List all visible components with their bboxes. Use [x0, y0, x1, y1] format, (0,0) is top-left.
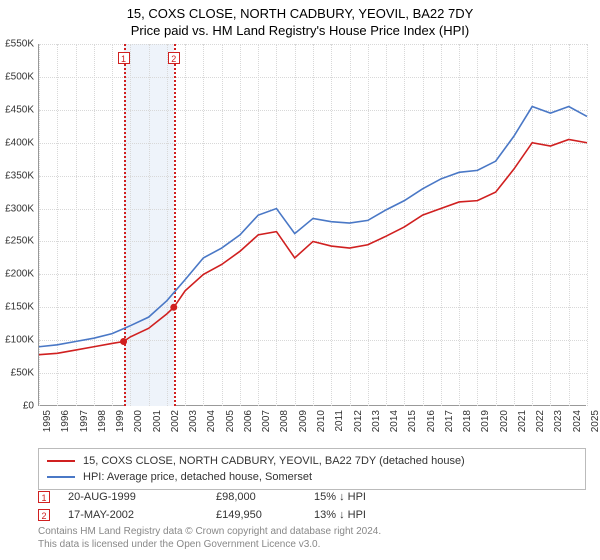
plot-area: 12 — [38, 44, 586, 406]
xtick-label: 2013 — [371, 410, 382, 432]
sales-table: 1 20-AUG-1999 £98,000 15% ↓ HPI 2 17-MAY-2002… — [38, 488, 586, 524]
xtick-label: 2022 — [535, 410, 546, 432]
xtick-label: 2006 — [243, 410, 254, 432]
legend-row-1: HPI: Average price, detached house, Some… — [47, 469, 577, 485]
xtick-label: 2017 — [444, 410, 455, 432]
xtick-label: 2020 — [499, 410, 510, 432]
ytick-label: £500K — [5, 71, 34, 82]
xtick-label: 2023 — [553, 410, 564, 432]
sale-row-2: 2 17-MAY-2002 £149,950 13% ↓ HPI — [38, 506, 586, 524]
xtick-label: 2003 — [188, 410, 199, 432]
xtick-label: 2005 — [225, 410, 236, 432]
sale-date: 17-MAY-2002 — [68, 509, 198, 521]
legend-swatch — [47, 476, 75, 478]
xtick-label: 2001 — [152, 410, 163, 432]
sale-delta: 15% ↓ HPI — [314, 491, 414, 503]
sale-delta: 13% ↓ HPI — [314, 509, 414, 521]
ytick-label: £450K — [5, 104, 34, 115]
xtick-label: 2014 — [389, 410, 400, 432]
chart-title-block: 15, COXS CLOSE, NORTH CADBURY, YEOVIL, B… — [0, 0, 600, 38]
sale-date: 20-AUG-1999 — [68, 491, 198, 503]
footer-attribution: Contains HM Land Registry data © Crown c… — [38, 526, 586, 551]
xtick-label: 2002 — [170, 410, 181, 432]
title-line2: Price paid vs. HM Land Registry's House … — [0, 23, 600, 38]
gridline-v — [587, 44, 588, 406]
legend-label: 15, COXS CLOSE, NORTH CADBURY, YEOVIL, B… — [83, 455, 465, 467]
sale-dot-1 — [120, 338, 127, 345]
sale-price: £149,950 — [216, 509, 296, 521]
xtick-label: 2025 — [590, 410, 600, 432]
xtick-label: 2012 — [353, 410, 364, 432]
ytick-label: £150K — [5, 302, 34, 313]
ytick-label: £50K — [11, 368, 34, 379]
ytick-label: £0 — [23, 401, 34, 412]
legend-row-0: 15, COXS CLOSE, NORTH CADBURY, YEOVIL, B… — [47, 453, 577, 469]
xtick-label: 1995 — [42, 410, 53, 432]
sale-price: £98,000 — [216, 491, 296, 503]
plot-svg — [39, 44, 587, 406]
xtick-label: 2021 — [517, 410, 528, 432]
xtick-label: 1996 — [60, 410, 71, 432]
title-line1: 15, COXS CLOSE, NORTH CADBURY, YEOVIL, B… — [0, 6, 600, 21]
xtick-label: 2008 — [279, 410, 290, 432]
xtick-label: 1998 — [97, 410, 108, 432]
sale-num-box: 1 — [38, 491, 50, 503]
xtick-label: 2024 — [572, 410, 583, 432]
ytick-label: £250K — [5, 236, 34, 247]
sale-num-box: 2 — [38, 509, 50, 521]
series-1 — [39, 107, 587, 347]
xtick-label: 2000 — [133, 410, 144, 432]
sale-marker-1: 1 — [118, 52, 130, 64]
xtick-label: 2011 — [334, 410, 345, 432]
ytick-label: £300K — [5, 203, 34, 214]
legend-label: HPI: Average price, detached house, Some… — [83, 471, 312, 483]
ytick-label: £100K — [5, 335, 34, 346]
ytick-label: £350K — [5, 170, 34, 181]
legend-box: 15, COXS CLOSE, NORTH CADBURY, YEOVIL, B… — [38, 448, 586, 490]
legend-swatch — [47, 460, 75, 462]
ytick-label: £550K — [5, 39, 34, 50]
footer-line1: Contains HM Land Registry data © Crown c… — [38, 526, 586, 539]
sale-row-1: 1 20-AUG-1999 £98,000 15% ↓ HPI — [38, 488, 586, 506]
xtick-label: 2009 — [298, 410, 309, 432]
sale-marker-2: 2 — [168, 52, 180, 64]
xtick-label: 2018 — [462, 410, 473, 432]
ytick-label: £400K — [5, 137, 34, 148]
sale-dot-2 — [170, 304, 177, 311]
xtick-label: 2004 — [206, 410, 217, 432]
series-0 — [39, 139, 587, 354]
footer-line2: This data is licensed under the Open Gov… — [38, 539, 586, 552]
xtick-label: 2019 — [480, 410, 491, 432]
chart: 12 £0£50K£100K£150K£200K£250K£300K£350K£… — [38, 44, 586, 406]
xtick-label: 2007 — [261, 410, 272, 432]
xtick-label: 1999 — [115, 410, 126, 432]
xtick-label: 2016 — [426, 410, 437, 432]
xtick-label: 2010 — [316, 410, 327, 432]
xtick-label: 2015 — [407, 410, 418, 432]
ytick-label: £200K — [5, 269, 34, 280]
xtick-label: 1997 — [79, 410, 90, 432]
